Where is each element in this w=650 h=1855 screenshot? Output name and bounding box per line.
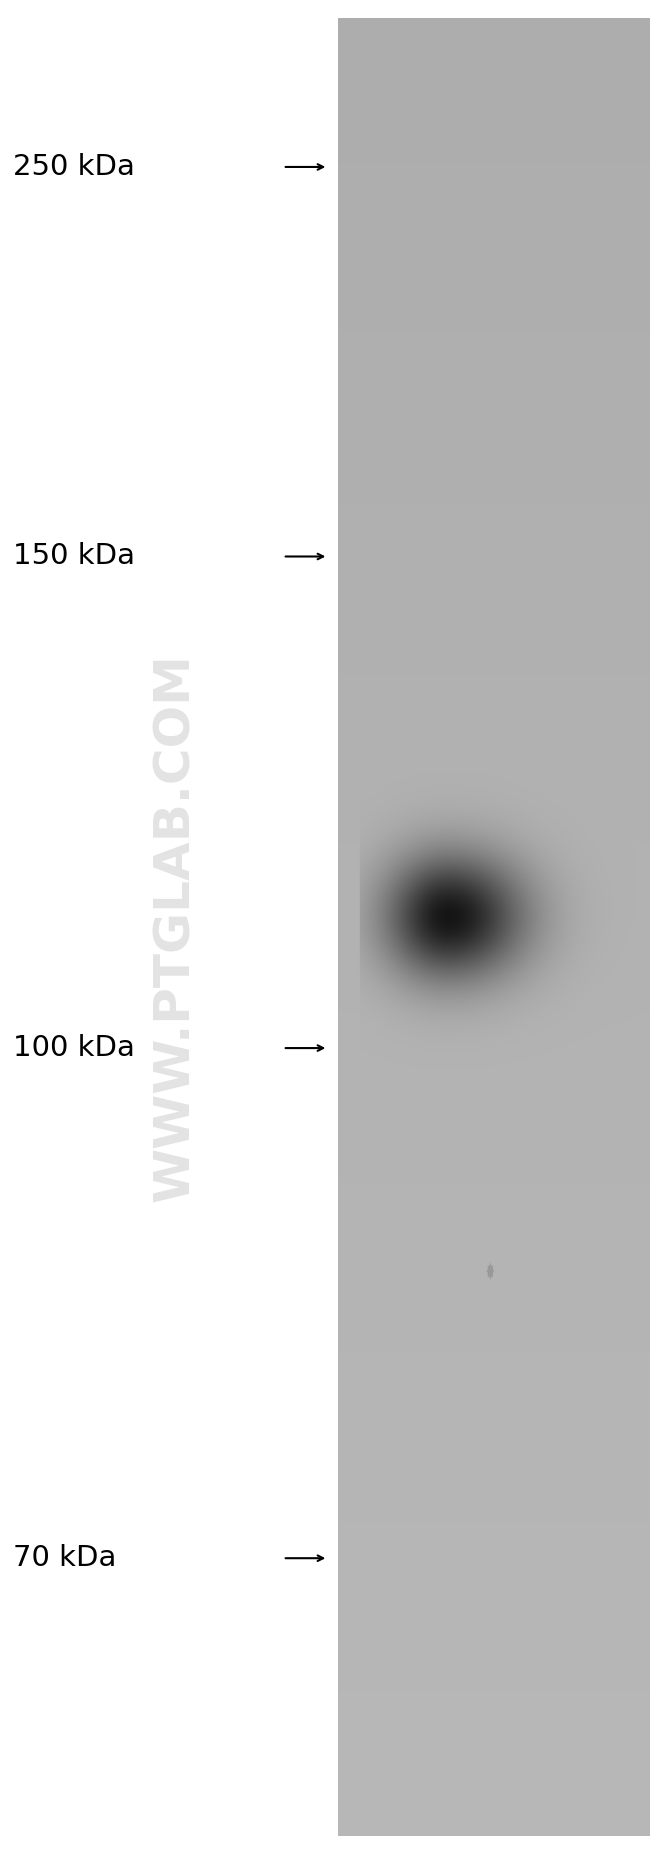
- Text: 70 kDa: 70 kDa: [13, 1543, 116, 1573]
- Text: 100 kDa: 100 kDa: [13, 1033, 135, 1063]
- Text: WWW.PTGLAB.COM: WWW.PTGLAB.COM: [151, 653, 200, 1202]
- Text: 250 kDa: 250 kDa: [13, 152, 135, 182]
- Text: 150 kDa: 150 kDa: [13, 542, 135, 571]
